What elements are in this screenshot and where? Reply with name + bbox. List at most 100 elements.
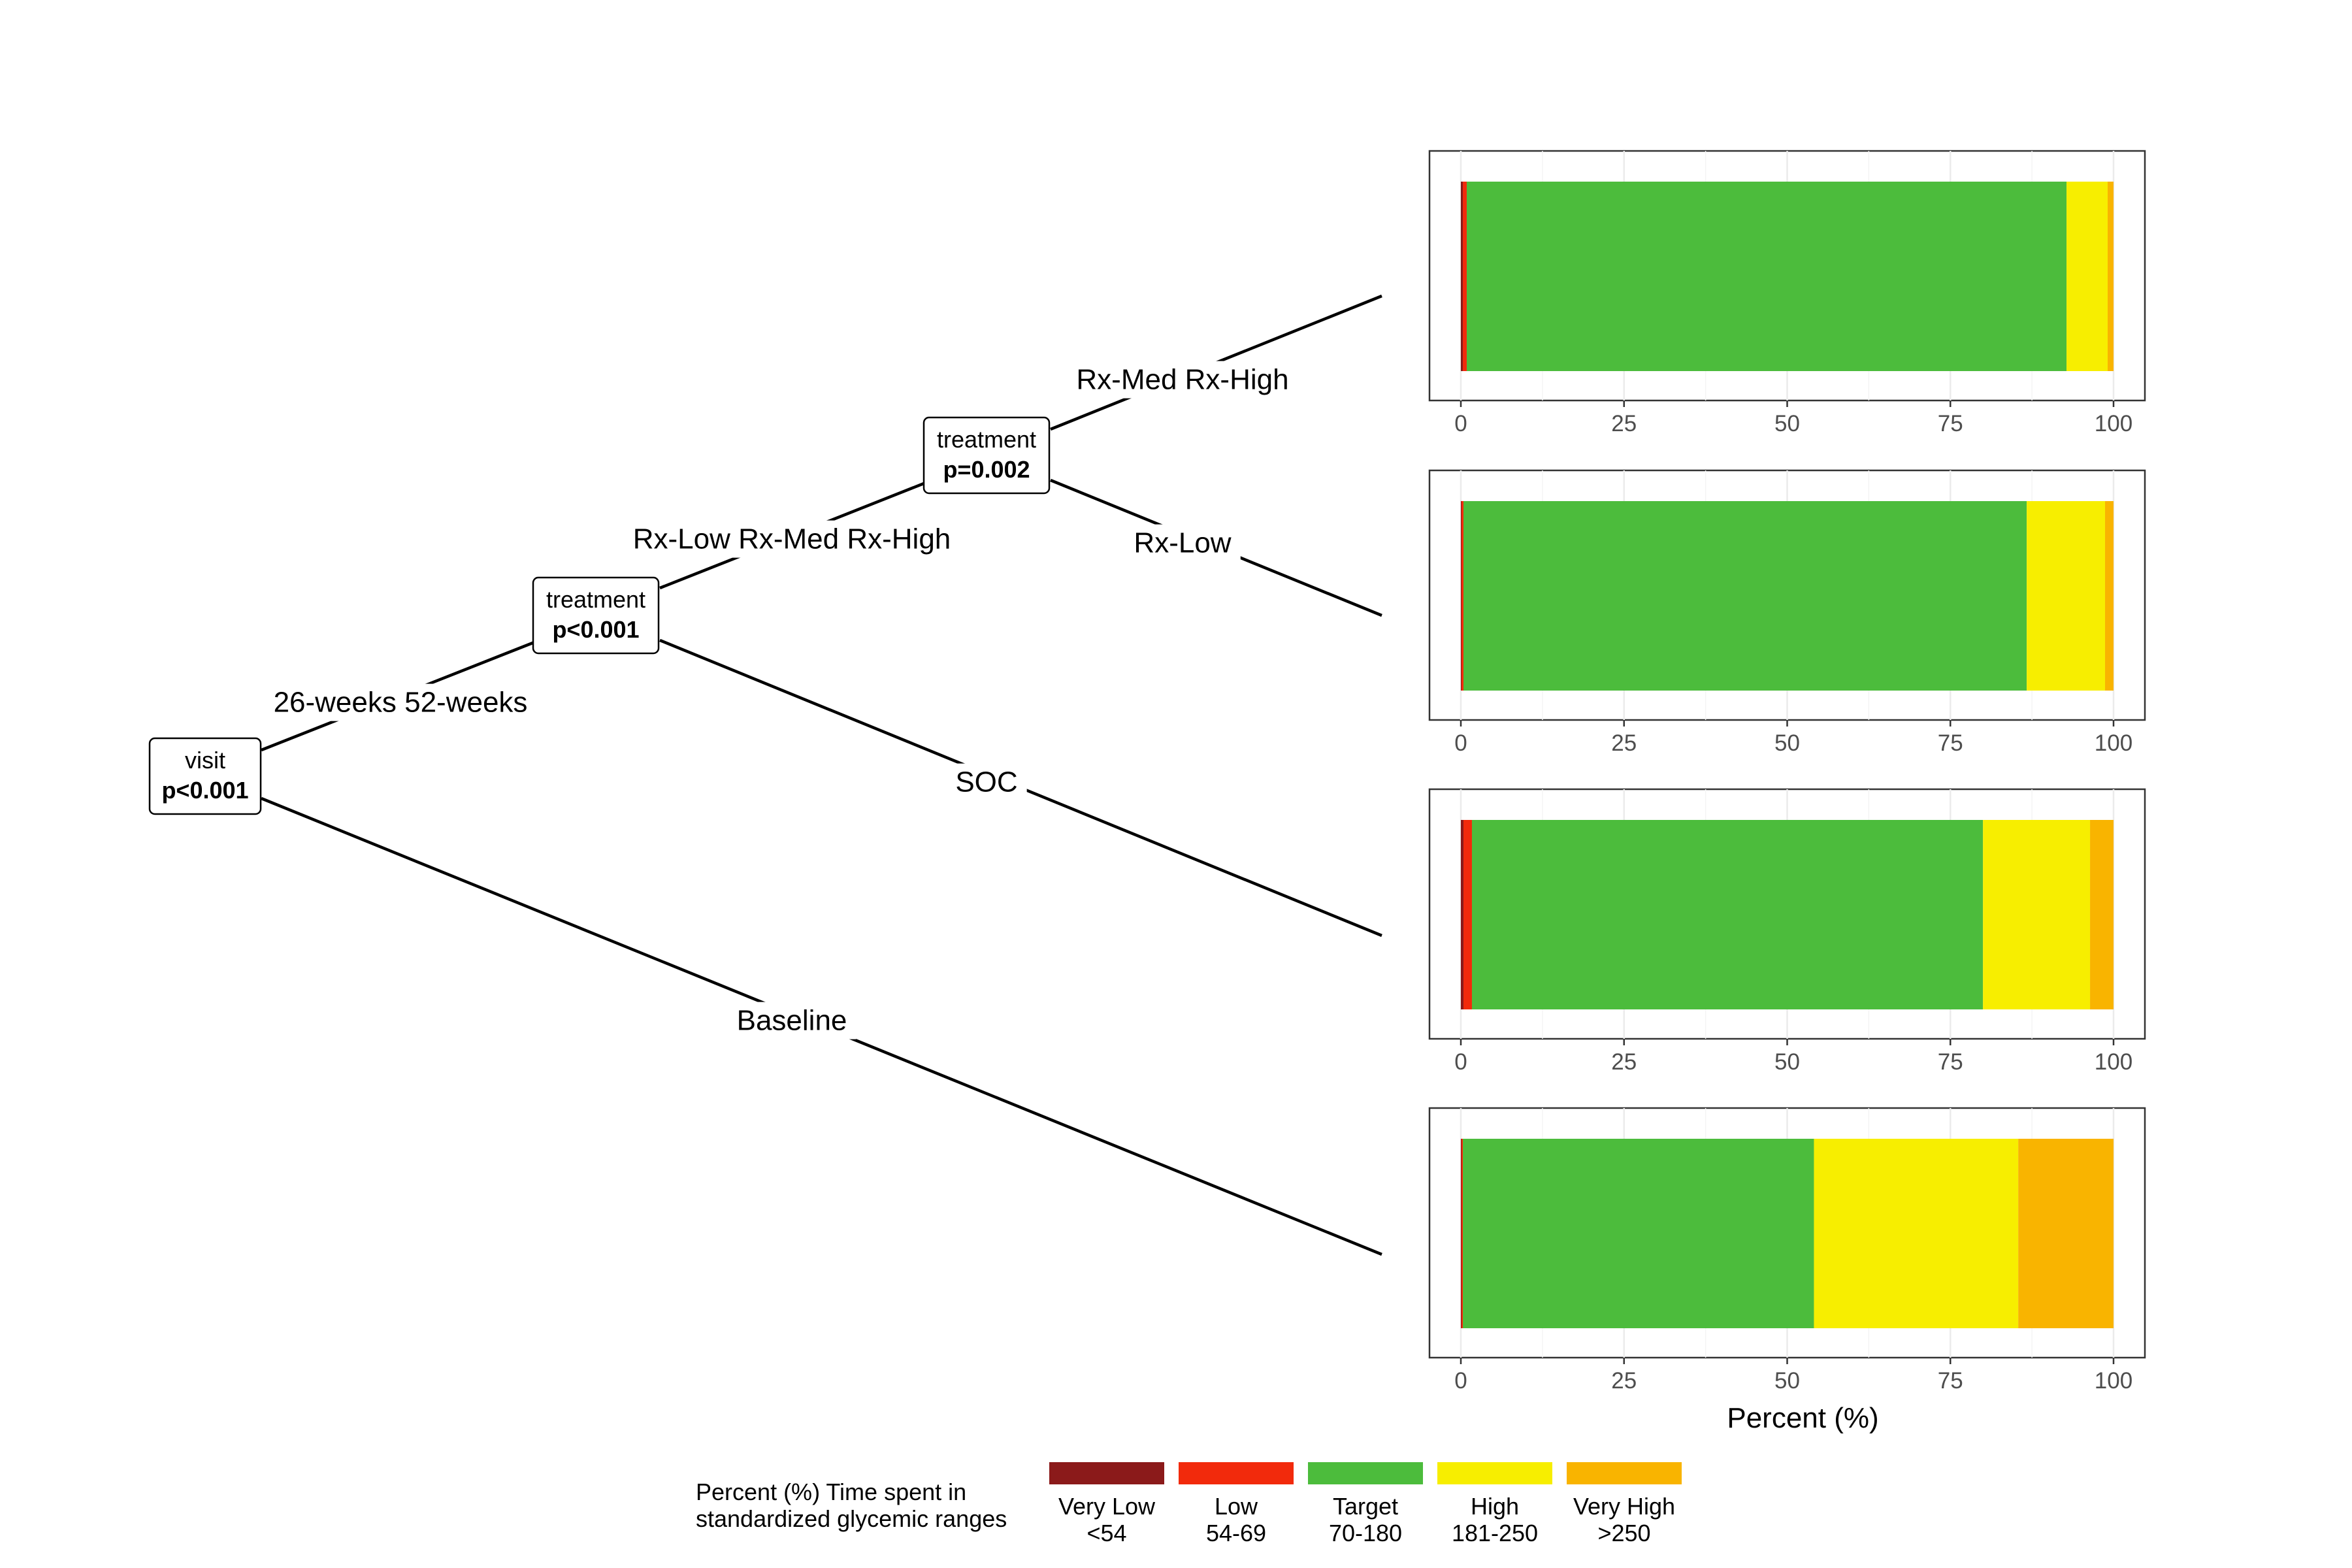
node-box: [923, 416, 1051, 495]
legend-item-very-low: Very Low<54: [1049, 1462, 1164, 1546]
bar-segment-very-high-250: [2108, 182, 2114, 371]
edge-label-background: [946, 763, 1027, 801]
edge-label: Rx-Low Rx-Med Rx-High: [633, 523, 951, 555]
bar-segment-high-181-250: [1983, 820, 2091, 1009]
bar-panels: 0 25 50 75 100 0 25 50 75 100 0 25 50 75 100 0 25 50 75 100: [1428, 150, 2146, 1394]
legend-swatch: [1049, 1462, 1164, 1484]
x-tick-label: 0: [1454, 1049, 1467, 1075]
bar-segment-target-70-180: [1471, 820, 1984, 1009]
x-tick-label: 100: [2095, 411, 2132, 436]
bar-segment-very-low-54: [1461, 501, 1462, 691]
legend-label-line2: <54: [1086, 1520, 1126, 1546]
x-tick-label: 75: [1938, 1049, 1963, 1075]
legend: Percent (%) Time spent in standardized g…: [696, 1462, 1682, 1546]
x-tick-label: 0: [1454, 411, 1467, 436]
node-box: [148, 737, 262, 815]
legend-label-line1: High: [1471, 1493, 1519, 1520]
legend-label-line1: Low: [1215, 1493, 1258, 1520]
tree-edges: 26-weeks 52-weeks Baseline Rx-Low Rx-Med R…: [261, 294, 1382, 1256]
node-variable-label: visit: [185, 747, 225, 774]
bar-segment-high-181-250: [2066, 182, 2108, 371]
x-tick-label: 50: [1774, 1049, 1800, 1075]
legend-label-line1: Very High: [1573, 1493, 1675, 1520]
x-tick-label: 100: [2095, 1049, 2132, 1075]
bar-segment-very-high-250: [2090, 820, 2114, 1009]
edge-label-background: [1067, 361, 1298, 399]
legend-swatch: [1179, 1462, 1294, 1484]
legend-label-line1: Very Low: [1058, 1493, 1156, 1520]
node-variable-label: treatment: [937, 426, 1036, 453]
panel-rx-low: 0 25 50 75 100: [1428, 469, 2146, 756]
node-p-value: p=0.002: [943, 456, 1030, 483]
edge-label-background: [727, 1002, 857, 1039]
x-tick-label: 75: [1938, 411, 1963, 436]
edge-visit-to-treatment1: 26-weeks 52-weeks: [261, 640, 537, 752]
legend-label-line2: 54-69: [1206, 1520, 1266, 1546]
legend-swatch: [1308, 1462, 1423, 1484]
bar-segment-target-70-180: [1466, 182, 2067, 371]
bar-segment-target-70-180: [1462, 1139, 1814, 1328]
edge-treatment2-to-low: Rx-Low: [1050, 478, 1382, 617]
edge-treatment1-to-soc: SOC: [659, 638, 1382, 938]
edge-treatment2-to-medhigh: Rx-Med Rx-High: [1050, 294, 1382, 431]
node-p-value: p<0.001: [161, 777, 248, 804]
bar-segment-low-54-69: [1461, 501, 1463, 691]
edge-label: Baseline: [737, 1005, 847, 1037]
node-p-value: p<0.001: [552, 616, 639, 643]
edge-label: 26-weeks 52-weeks: [274, 687, 528, 719]
tree-nodes: visit p<0.001 treatment p<0.001 treatment p=0…: [148, 416, 1051, 815]
edge-label: Rx-Low: [1134, 527, 1231, 559]
edge-label-background: [264, 683, 537, 721]
edge-label: Rx-Med Rx-High: [1076, 364, 1288, 396]
x-axis-title: Percent (%): [1727, 1402, 1878, 1434]
node-box: [532, 576, 660, 655]
node-treatment1: treatment p<0.001: [532, 576, 660, 655]
node-variable-label: treatment: [546, 586, 645, 613]
panel-baseline: 0 25 50 75 100: [1428, 1107, 2146, 1394]
bar-segment-very-low-54: [1461, 1139, 1462, 1328]
node-visit: visit p<0.001: [148, 737, 262, 815]
bar-segment-very-high-250: [2105, 501, 2114, 691]
panel-rx-med-rx-high: 0 25 50 75 100: [1428, 150, 2146, 436]
x-tick-label: 0: [1454, 730, 1467, 756]
edge-label: SOC: [955, 766, 1017, 798]
x-tick-label: 25: [1611, 1049, 1637, 1075]
bar-segment-target-70-180: [1463, 501, 2027, 691]
bar-segment-low-54-69: [1462, 182, 1467, 371]
x-tick-label: 100: [2095, 730, 2132, 756]
legend-label-line1: Target: [1333, 1493, 1398, 1520]
legend-title-line2: standardized glycemic ranges: [696, 1505, 1007, 1532]
x-tick-label: 25: [1611, 730, 1637, 756]
x-tick-label: 0: [1454, 1368, 1467, 1394]
node-treatment2: treatment p=0.002: [923, 416, 1051, 495]
legend-item-very-high: Very High>250: [1567, 1462, 1682, 1546]
x-tick-label: 75: [1938, 730, 1963, 756]
bar-segment-high-181-250: [2027, 501, 2106, 691]
x-tick-label: 50: [1774, 730, 1800, 756]
bar-segment-low-54-69: [1461, 1139, 1463, 1328]
x-tick-label: 100: [2095, 1368, 2132, 1394]
bar-segment-very-low-54: [1461, 820, 1463, 1009]
x-tick-label: 25: [1611, 1368, 1637, 1394]
legend-label-line2: 70-180: [1329, 1520, 1402, 1546]
x-tick-label: 25: [1611, 411, 1637, 436]
legend-label-line2: >250: [1597, 1520, 1650, 1546]
edge-label-background: [623, 520, 960, 558]
legend-swatch: [1567, 1462, 1682, 1484]
panel-soc: 0 25 50 75 100: [1428, 788, 2146, 1075]
x-tick-label: 75: [1938, 1368, 1963, 1394]
legend-title-line1: Percent (%) Time spent in: [696, 1478, 966, 1505]
bar-segment-high-181-250: [1814, 1139, 2019, 1328]
edge-treatment1-to-treatment2: Rx-Low Rx-Med Rx-High: [623, 482, 960, 590]
x-tick-label: 50: [1774, 1368, 1800, 1394]
legend-label-line2: 181-250: [1452, 1520, 1538, 1546]
edge-label-background: [1124, 524, 1241, 562]
edge-visit-to-baseline: Baseline: [261, 796, 1382, 1256]
bar-segment-very-low-54: [1461, 182, 1463, 371]
bar-segment-low-54-69: [1463, 820, 1472, 1009]
bar-segment-very-high-250: [2018, 1139, 2114, 1328]
